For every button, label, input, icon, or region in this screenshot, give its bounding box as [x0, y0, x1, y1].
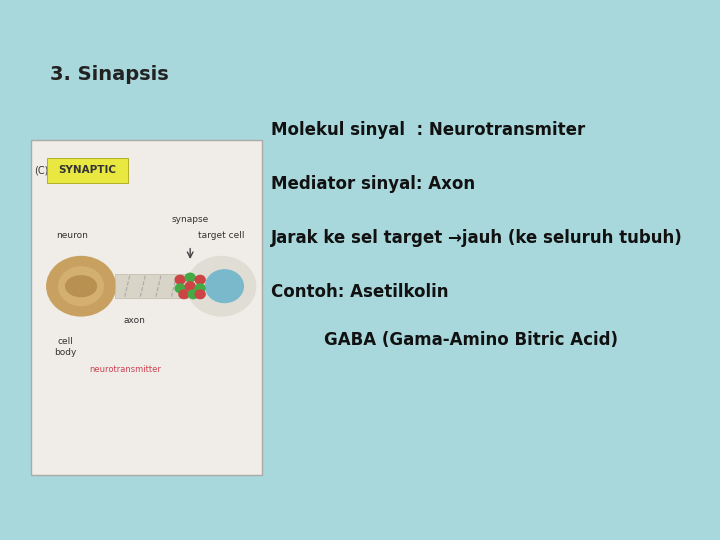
Circle shape — [175, 275, 185, 284]
Text: Jarak ke sel target →jauh (ke seluruh tubuh): Jarak ke sel target →jauh (ke seluruh tu… — [271, 228, 683, 247]
Text: neurotransmitter: neurotransmitter — [89, 364, 161, 374]
Circle shape — [175, 284, 185, 293]
Text: synapse: synapse — [171, 215, 209, 224]
Text: Contoh: Asetilkolin: Contoh: Asetilkolin — [271, 282, 449, 301]
Text: (C): (C) — [35, 165, 49, 175]
Text: GABA (Gama-Amino Bitric Acid): GABA (Gama-Amino Bitric Acid) — [324, 331, 618, 349]
Circle shape — [187, 256, 256, 316]
FancyBboxPatch shape — [31, 140, 262, 475]
Circle shape — [189, 290, 198, 299]
Text: neuron: neuron — [55, 231, 88, 240]
Text: SYNAPTIC: SYNAPTIC — [58, 165, 117, 175]
FancyBboxPatch shape — [47, 158, 128, 183]
Circle shape — [185, 282, 195, 291]
Text: cell
body: cell body — [54, 338, 76, 357]
Ellipse shape — [66, 276, 96, 296]
Circle shape — [195, 275, 205, 284]
Circle shape — [47, 256, 115, 316]
Circle shape — [195, 290, 205, 299]
FancyBboxPatch shape — [115, 274, 190, 298]
Circle shape — [179, 290, 189, 299]
Text: Molekul sinyal  : Neurotransmiter: Molekul sinyal : Neurotransmiter — [271, 120, 585, 139]
Circle shape — [195, 284, 205, 293]
Text: axon: axon — [123, 316, 145, 325]
Circle shape — [185, 273, 195, 282]
Circle shape — [206, 270, 243, 302]
Text: 3. Sinapsis: 3. Sinapsis — [50, 65, 168, 84]
Circle shape — [59, 267, 104, 306]
Text: Mediator sinyal: Axon: Mediator sinyal: Axon — [271, 174, 475, 193]
Text: target cell: target cell — [198, 231, 245, 240]
